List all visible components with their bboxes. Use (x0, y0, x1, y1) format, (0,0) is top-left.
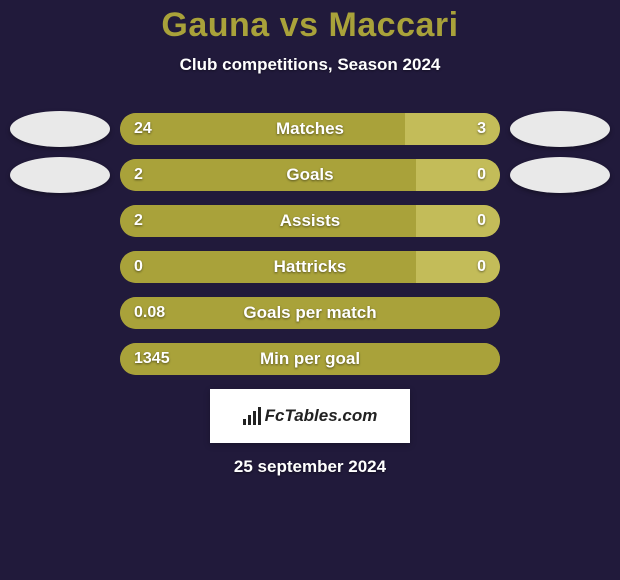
stat-bar: Goals per match0.08 (120, 297, 500, 329)
stat-row: Goals20 (0, 159, 620, 191)
stat-bar-left (120, 343, 500, 375)
stat-bar-right (405, 113, 500, 145)
stat-bar-left (120, 205, 416, 237)
page-title: Gauna vs Maccari (0, 0, 620, 45)
stat-bar-right (416, 251, 500, 283)
stat-bar: Min per goal1345 (120, 343, 500, 375)
title-vs: vs (270, 6, 329, 44)
title-player-left: Gauna (161, 6, 269, 44)
stat-bar-left (120, 297, 500, 329)
stat-row: Matches243 (0, 113, 620, 145)
stat-bar-left (120, 251, 416, 283)
stats-rows: Matches243 Goals20 Assists20 Hattricks00 Goa… (0, 113, 620, 375)
stat-bar: Assists20 (120, 205, 500, 237)
comparison-infographic: Gauna vs Maccari Club competitions, Seas… (0, 0, 620, 580)
branding-badge: FcTables.com (210, 389, 410, 443)
brand-logo: FcTables.com (243, 406, 378, 426)
brand-text: FcTables.com (265, 406, 378, 426)
stat-bar-left (120, 113, 405, 145)
player-left-avatar (10, 111, 110, 147)
stat-row: Min per goal1345 (0, 343, 620, 375)
stat-bar-right (416, 205, 500, 237)
stat-bar-right (416, 159, 500, 191)
footer-date: 25 september 2024 (0, 457, 620, 477)
title-player-right: Maccari (328, 6, 458, 44)
player-right-avatar (510, 111, 610, 147)
stat-bar: Hattricks00 (120, 251, 500, 283)
player-left-avatar (10, 157, 110, 193)
stat-row: Goals per match0.08 (0, 297, 620, 329)
subtitle: Club competitions, Season 2024 (0, 55, 620, 75)
player-right-avatar (510, 157, 610, 193)
stat-row: Hattricks00 (0, 251, 620, 283)
stat-bar: Matches243 (120, 113, 500, 145)
stat-bar-left (120, 159, 416, 191)
stat-bar: Goals20 (120, 159, 500, 191)
brand-bars-icon (243, 407, 261, 425)
stat-row: Assists20 (0, 205, 620, 237)
